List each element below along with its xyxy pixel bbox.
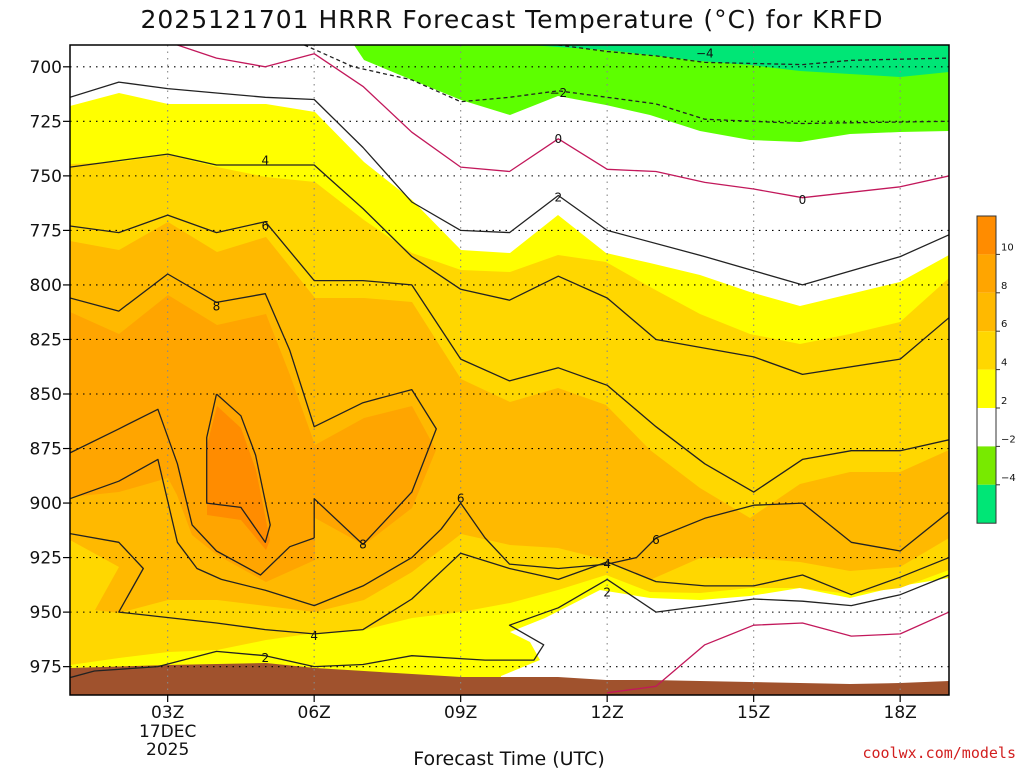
colorbar-label: 2 xyxy=(1001,396,1007,407)
colorbar-label: 4 xyxy=(1001,358,1007,369)
contour-line-4 xyxy=(70,153,949,376)
colorbar-swatch xyxy=(977,408,996,447)
y-axis: 700 725 750 775 800 825 850 875 900 925 950 975 xyxy=(30,58,70,678)
contour-line-0 xyxy=(177,45,949,199)
plot-frame xyxy=(69,44,950,696)
x-tick-label: 03Z xyxy=(151,703,184,723)
colorbar-swatch xyxy=(977,484,996,524)
contour-line-10 xyxy=(206,393,271,543)
contour-label: 0 xyxy=(555,132,563,146)
contour-label: 2 xyxy=(555,191,563,205)
contour-line-4 xyxy=(70,532,949,635)
contour-line-8 xyxy=(70,408,315,576)
y-tick-label: 750 xyxy=(30,167,62,187)
x-tick-label: 06Z xyxy=(298,703,331,723)
band-green-minus4 xyxy=(530,45,949,77)
colorbar-swatch xyxy=(977,254,996,293)
contour-line-8 xyxy=(70,273,437,546)
contour-line-minus4 xyxy=(558,45,949,66)
y-tick-label: 800 xyxy=(30,276,62,296)
y-tick-label: 725 xyxy=(30,112,62,132)
y-tick-label: 975 xyxy=(30,658,62,678)
contour-label: 6 xyxy=(457,492,465,506)
colorbar-swatch xyxy=(977,292,996,332)
contour-label: −2 xyxy=(549,86,567,100)
contour-line-6 xyxy=(70,458,949,607)
contour-label: 8 xyxy=(213,300,221,314)
band-orange-6to8 xyxy=(70,295,436,582)
x-axis-title: Forecast Time (UTC) xyxy=(413,748,604,768)
contour-label: 2 xyxy=(603,585,611,599)
contour-line-6 xyxy=(70,214,949,493)
colorbar-swatch xyxy=(977,446,996,485)
contour-label: 4 xyxy=(262,154,270,168)
contour-label: 0 xyxy=(799,193,807,207)
contour-label: −4 xyxy=(696,47,714,61)
y-tick-label: 925 xyxy=(30,549,62,569)
y-tick-label: 900 xyxy=(30,494,62,514)
x-tick-label: 12Z xyxy=(591,703,624,723)
y-tick-label: 775 xyxy=(30,221,62,241)
contour-line-0 xyxy=(607,611,949,694)
contour-line-2 xyxy=(70,574,949,679)
contour-label: 4 xyxy=(603,557,611,571)
contour-line-2 xyxy=(70,81,949,286)
x-tick-year: 2025 xyxy=(146,740,189,760)
contour-label: 4 xyxy=(310,629,318,643)
colorbar-label: 10 xyxy=(1001,242,1014,253)
colorbar-swatch xyxy=(977,369,996,408)
credit-label: coolwx.com/models xyxy=(862,744,1016,762)
contour-lines: 4 6 8 8 6 6 4 4 2 2 2 0 0 −2 −4 xyxy=(70,45,949,694)
colorbar: 10 8 6 4 2 −2 −4 xyxy=(976,215,1016,524)
colorbar-label: −2 xyxy=(1001,434,1016,445)
contour-label: 6 xyxy=(262,219,270,233)
band-orange-8to10 xyxy=(207,406,270,550)
y-tick-label: 700 xyxy=(30,58,62,78)
colorbar-label: 6 xyxy=(1001,319,1007,330)
colorbar-label: 8 xyxy=(1001,281,1007,292)
contour-label: 2 xyxy=(262,651,270,665)
filled-bands xyxy=(70,45,949,695)
contour-line-minus2 xyxy=(304,45,949,125)
chart-title: 2025121701 HRRR Forecast Temperature (°C… xyxy=(140,5,883,34)
contour-label: 6 xyxy=(652,533,660,547)
colorbar-swatch xyxy=(977,331,996,370)
ground-surface xyxy=(70,663,949,695)
x-tick-label: 15Z xyxy=(737,703,770,723)
y-tick-label: 850 xyxy=(30,385,62,405)
x-tick-label: 18Z xyxy=(884,703,917,723)
x-tick-date: 17DEC xyxy=(139,722,196,742)
colorbar-label: −4 xyxy=(1001,473,1016,484)
y-tick-label: 825 xyxy=(30,330,62,350)
y-tick-label: 875 xyxy=(30,440,62,460)
grid xyxy=(70,45,949,695)
x-tick-label: 09Z xyxy=(444,703,477,723)
contour-label: 8 xyxy=(359,537,367,551)
y-tick-label: 950 xyxy=(30,603,62,623)
colorbar-swatch xyxy=(977,216,996,255)
